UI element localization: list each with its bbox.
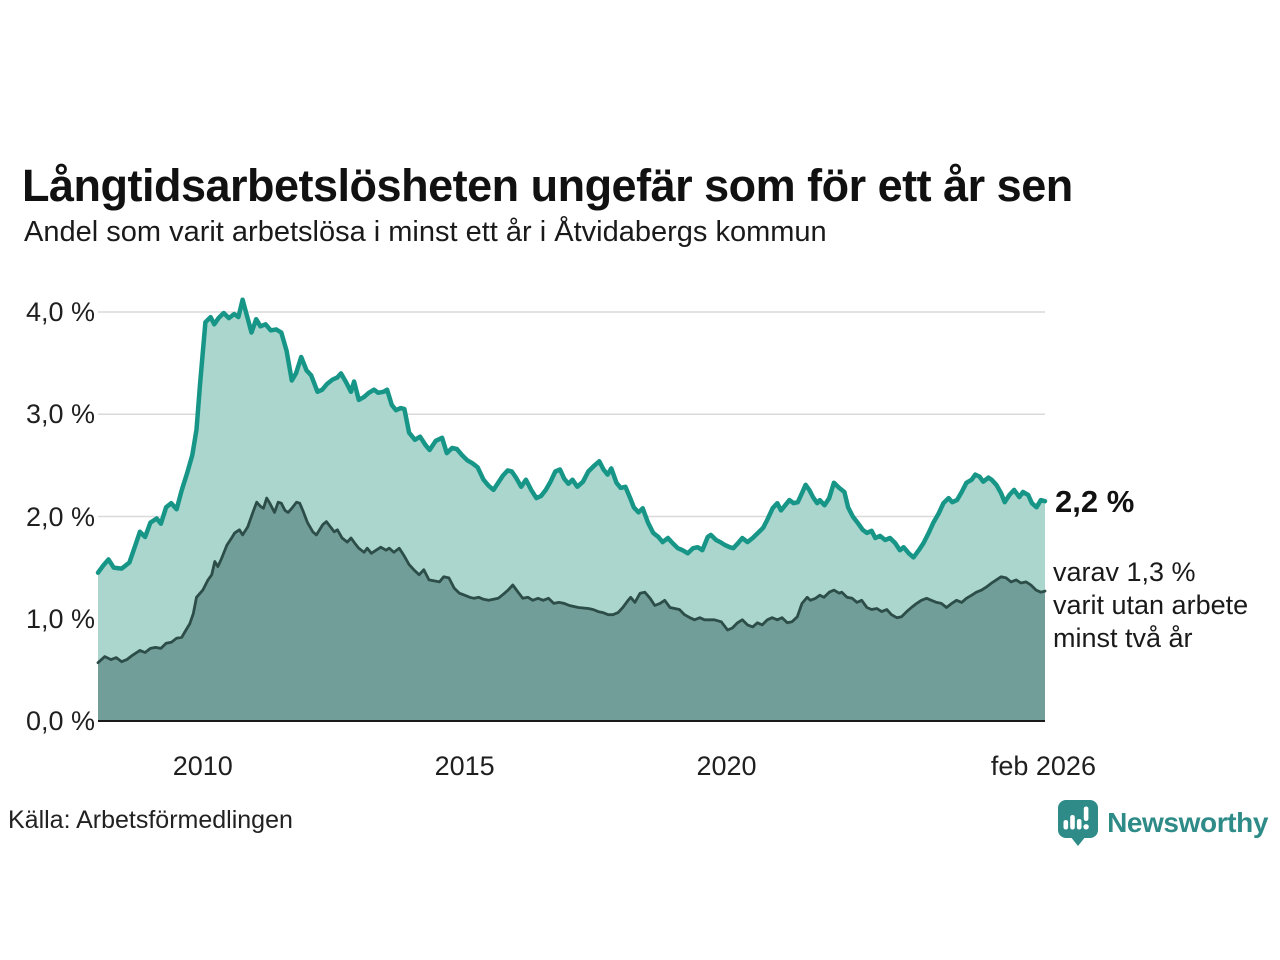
page-subtitle: Andel som varit arbetslösa i minst ett å… <box>24 216 827 248</box>
latest-value-annotation: 2,2 % <box>1055 484 1135 519</box>
page-title: Långtidsarbetslösheten ungefär som för e… <box>22 160 1073 212</box>
detail-annotation: varav 1,3 % varit utan arbete minst två … <box>1053 557 1249 654</box>
area-minst-tva-ar <box>98 498 1045 721</box>
newsworthy-pin-icon <box>1058 800 1099 846</box>
line-minst-tva-ar <box>96 496 1047 665</box>
newsworthy-logo: Newsworthy <box>1058 799 1268 847</box>
line-minst-ett-ar <box>95 297 1048 575</box>
source-label: Källa: Arbetsförmedlingen <box>8 806 293 834</box>
newsworthy-wordmark: Newsworthy <box>1107 807 1268 838</box>
